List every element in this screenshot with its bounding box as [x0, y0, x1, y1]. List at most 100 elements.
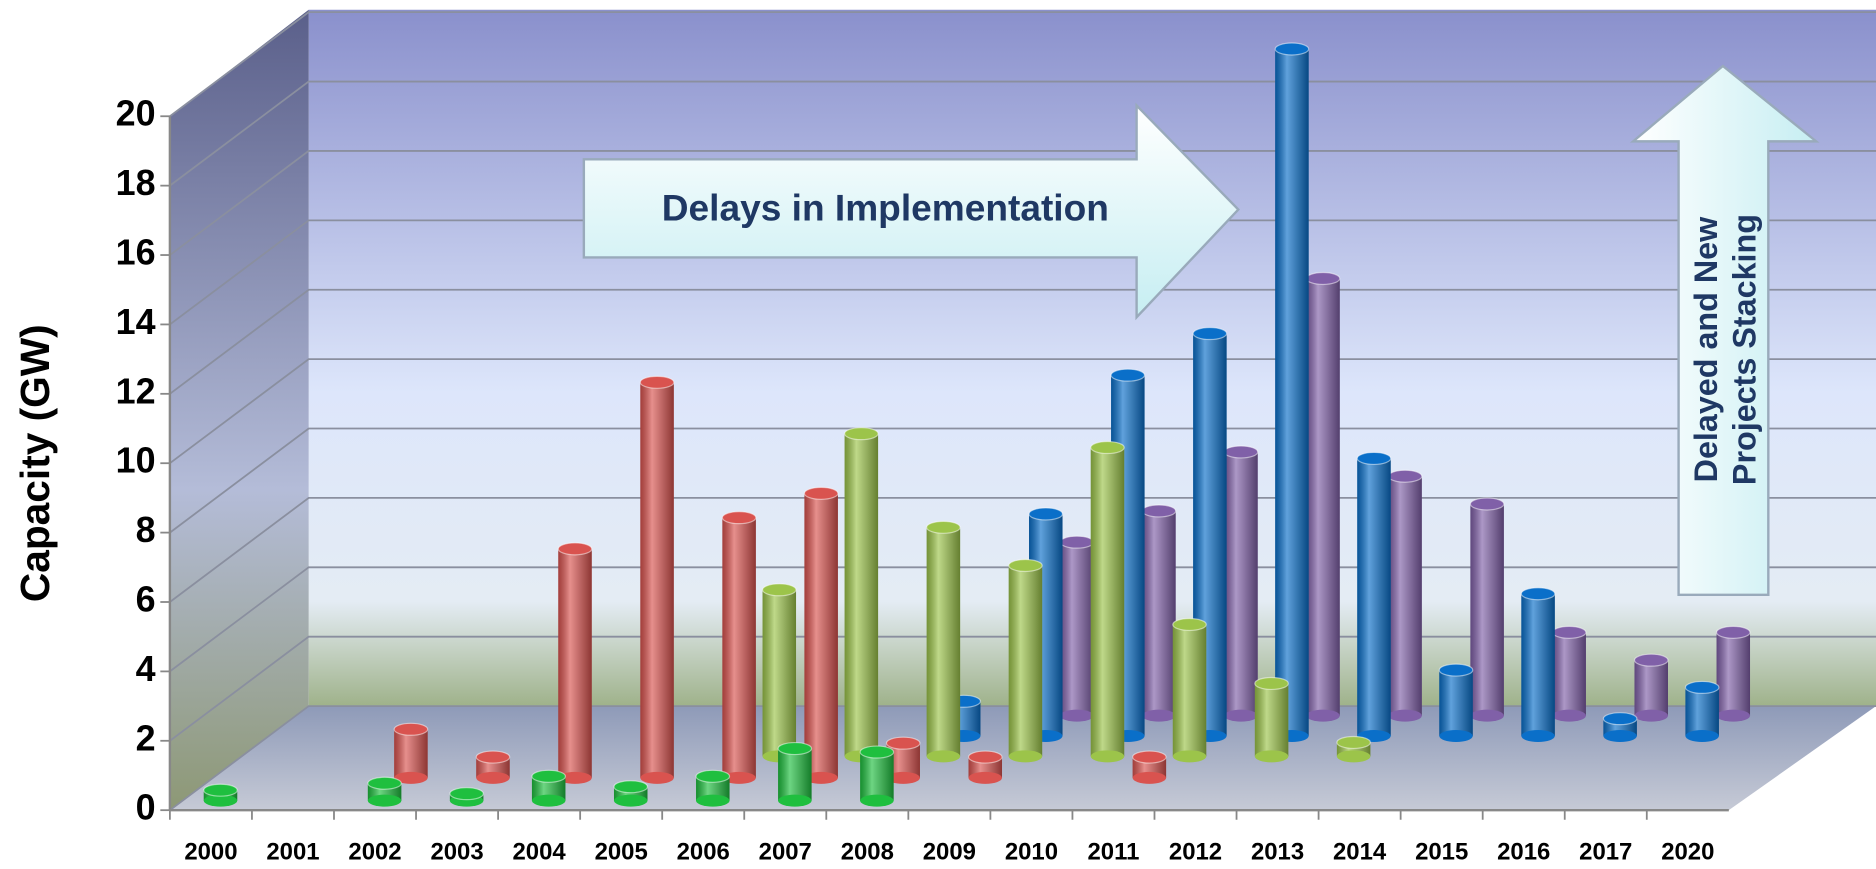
bar-shade: [394, 729, 428, 778]
x-tick-label: 2010: [1005, 839, 1058, 866]
y-tick-label: 12: [116, 371, 156, 411]
bar-top: [639, 375, 675, 389]
bar-top: [885, 736, 921, 750]
bar-base: [1060, 709, 1094, 722]
bar-top: [1387, 469, 1423, 483]
bar-shade: [860, 752, 894, 801]
side-wall: [169, 9, 309, 811]
bar-top: [1132, 750, 1167, 764]
bar-base: [778, 794, 812, 807]
x-tick-label: 2020: [1661, 839, 1714, 866]
bar-base: [1470, 709, 1504, 722]
bar-top: [475, 750, 511, 764]
y-tick-label: 18: [116, 163, 156, 203]
bar-shade: [1142, 510, 1176, 716]
bar-shade: [804, 493, 838, 778]
bar-shade: [926, 527, 961, 757]
bar-shade: [722, 517, 756, 778]
bar-top: [1684, 680, 1720, 695]
grid-line: [169, 427, 1876, 534]
bar-base: [1306, 709, 1340, 722]
bar-base: [367, 794, 402, 807]
annotation: Projects Stacking: [1726, 214, 1762, 485]
bar-top: [1356, 451, 1392, 466]
bar-top: [1192, 326, 1228, 341]
bar-base: [722, 771, 756, 784]
bar-base: [1090, 750, 1125, 763]
bar-shade: [1439, 670, 1473, 736]
bar-top: [613, 780, 649, 794]
bar-base: [1224, 709, 1258, 722]
bar-top: [803, 486, 839, 500]
grid-line: [169, 497, 1876, 603]
x-tick-label: 2017: [1579, 839, 1632, 866]
bar-base: [804, 771, 838, 784]
x-tick-label: 2008: [841, 839, 894, 866]
bar-shade: [1685, 687, 1719, 736]
x-tick-label: 2001: [266, 839, 319, 866]
bar-top: [1602, 712, 1638, 726]
bar-shade: [1224, 451, 1258, 716]
y-tick-label: 2: [136, 718, 156, 758]
bar-top: [557, 542, 593, 556]
bar-base: [968, 771, 1003, 784]
y-tick-label: 0: [136, 788, 156, 828]
bar-top: [1254, 676, 1289, 691]
bar-shade: [1716, 632, 1751, 716]
bar-top: [449, 787, 484, 801]
bar-top: [531, 769, 567, 783]
x-tick-label: 2014: [1333, 839, 1387, 866]
bar-base: [1439, 730, 1473, 742]
bar-shade: [1552, 632, 1586, 716]
bar-base: [203, 794, 238, 807]
bar-base: [1685, 730, 1719, 742]
grid-line: [169, 150, 1876, 256]
bar-base: [926, 750, 961, 763]
bar-shade: [1634, 660, 1668, 716]
bar-top: [393, 722, 429, 736]
bar-shade: [1275, 49, 1309, 736]
grid-line: [169, 358, 1876, 464]
x-tick-label: 2015: [1415, 839, 1468, 866]
x-tick-label: 2005: [595, 839, 648, 866]
bar-top: [203, 783, 238, 797]
bar-top: [926, 520, 961, 534]
bar-top: [1551, 625, 1587, 639]
bar-top: [1110, 368, 1146, 382]
bar-base: [1634, 709, 1668, 722]
bar-base: [1521, 730, 1555, 742]
y-tick-label: 6: [136, 579, 156, 619]
bar-base: [640, 771, 674, 784]
grid-line: [169, 705, 1876, 811]
bar-base: [860, 794, 894, 807]
bar-top: [859, 745, 895, 759]
bar-shade: [1306, 278, 1340, 716]
grid-line: [169, 635, 1876, 742]
bar-top: [1633, 653, 1669, 667]
bar-top: [721, 511, 757, 525]
bar-top: [1469, 497, 1505, 511]
x-tick-label: 2000: [184, 839, 237, 866]
bar-top: [695, 769, 731, 783]
x-tick-label: 2011: [1088, 839, 1140, 866]
y-tick-label: 10: [116, 441, 156, 481]
bar-base: [531, 794, 566, 807]
grid-line: [169, 11, 1876, 117]
bar-top: [967, 750, 1003, 764]
bar-shade: [558, 548, 592, 778]
bar-base: [1603, 730, 1637, 742]
bar-base: [558, 771, 592, 784]
bar-top: [1059, 535, 1095, 549]
bar-top: [777, 741, 813, 756]
y-tick-label: 4: [136, 649, 156, 689]
bar-shade: [778, 748, 812, 801]
y-axis-label: Capacity (GW): [12, 324, 58, 602]
grid-line: [169, 288, 1876, 395]
annotation: Delays in Implementation: [662, 187, 1109, 229]
x-tick-label: 2006: [677, 839, 730, 866]
x-tick-label: 2013: [1251, 839, 1304, 866]
bar-top: [1172, 617, 1207, 632]
bar-shade: [1172, 624, 1207, 757]
bar-base: [1336, 750, 1371, 763]
